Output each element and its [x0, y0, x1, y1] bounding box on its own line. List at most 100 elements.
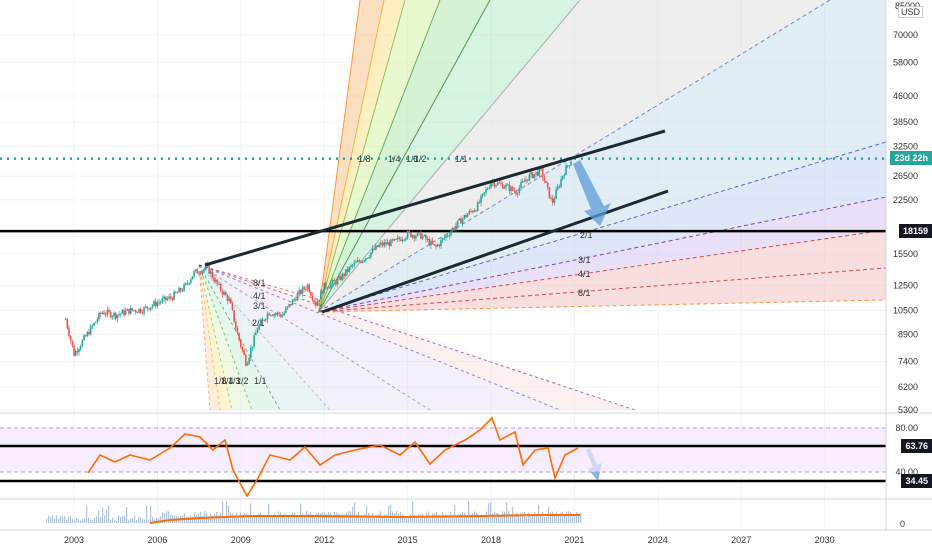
candle-body [211, 271, 214, 278]
channel-lower-line [321, 189, 669, 314]
candle-body [91, 325, 94, 327]
candle-body [438, 244, 441, 247]
candle-body [551, 197, 554, 203]
price-tick-9: 26500 [893, 171, 918, 181]
candle-body [148, 308, 150, 310]
volume-bar [292, 512, 294, 523]
volume-bar [48, 515, 50, 523]
candle-body [330, 283, 332, 288]
volume-bar [414, 514, 416, 523]
candle-body [298, 290, 300, 294]
candle-body [341, 273, 344, 281]
volume-bar [386, 514, 388, 523]
volume-bar [136, 520, 138, 523]
lower-fan-label-1: 3/1 [578, 255, 591, 265]
crash-line-1 [198, 264, 221, 411]
candle-body [119, 313, 122, 315]
volume-bar [240, 512, 242, 523]
candle-body [246, 363, 249, 366]
candle-body [98, 312, 100, 320]
volume-bar [218, 515, 220, 523]
currency-label[interactable]: USD [898, 6, 924, 18]
volume-bar [78, 519, 80, 523]
volume-bar [476, 512, 478, 523]
volume-bar [146, 505, 148, 523]
volume-bar [556, 511, 558, 523]
candle-body [435, 244, 437, 247]
candle-body [116, 314, 119, 319]
time-tick-8: 2027 [731, 535, 751, 545]
volume-bar [134, 515, 136, 523]
crash-line-4 [198, 264, 281, 411]
volume-bar [88, 517, 90, 523]
candle-body [250, 348, 252, 358]
candle-body [306, 284, 309, 290]
volume-bar [290, 514, 292, 523]
candle-body [431, 240, 434, 244]
candle-body [493, 182, 496, 187]
crash-line-0 [198, 264, 211, 411]
candle-body [300, 290, 302, 294]
candle-body [531, 172, 534, 179]
crash-bottom-label-0: 1/8 [214, 376, 227, 386]
candle-body [458, 218, 461, 221]
candle-body [123, 309, 125, 315]
candle-body [393, 239, 396, 241]
volume-bar [336, 512, 338, 523]
rsi-line [87, 416, 579, 498]
candle-body [401, 239, 404, 241]
volume-bar [96, 516, 98, 523]
candle-body [485, 189, 487, 193]
volume-bar [114, 519, 116, 523]
candle-body [383, 242, 386, 246]
candle-body [326, 287, 329, 289]
candle-body [199, 273, 202, 275]
candle-body [373, 248, 376, 250]
candle-body [405, 237, 407, 240]
volume-bar [70, 516, 72, 523]
candle-body [234, 321, 237, 329]
volume-bar [376, 515, 378, 523]
candle-body [108, 309, 110, 312]
candle-body [345, 269, 347, 276]
volume-bar [248, 516, 250, 523]
candle-body [331, 279, 334, 284]
candle-body [521, 181, 524, 183]
volume-bar [94, 517, 96, 523]
candle-body [128, 308, 130, 314]
volume-tick: 0 [900, 519, 905, 529]
candle-body [465, 215, 467, 218]
candle-body [351, 264, 354, 266]
candle-body [310, 292, 312, 296]
candle-body [243, 350, 245, 356]
candle-body [261, 319, 264, 321]
candle-body [214, 279, 217, 282]
volume-bar [410, 514, 412, 523]
candle-body [154, 301, 157, 307]
volume-bar [402, 514, 404, 523]
volume-bar [214, 513, 216, 523]
volume-bar [500, 515, 502, 523]
volume-bar [254, 516, 256, 523]
price-tick-4: 10500 [893, 306, 918, 316]
candle-body [358, 260, 361, 262]
volume-bar [54, 518, 56, 523]
volume-bar [372, 513, 374, 523]
volume-bar [526, 516, 528, 523]
candle-body [129, 308, 132, 314]
candle-body [68, 328, 70, 337]
candle-body [320, 290, 322, 300]
volume-bar [282, 514, 284, 523]
volume-bar [430, 516, 432, 523]
candle-body [308, 284, 310, 293]
volume-bar [304, 516, 306, 523]
volume-bar [454, 505, 456, 523]
volume-bar [110, 520, 112, 523]
volume-bar [60, 516, 62, 523]
volume-bar [496, 513, 498, 523]
volume-bar [324, 512, 326, 523]
candle-body [224, 292, 227, 296]
rsi-tick-0: 80.00 [895, 423, 918, 433]
volume-bar [242, 514, 244, 523]
lower-fan-label-2: 4/1 [578, 269, 591, 279]
